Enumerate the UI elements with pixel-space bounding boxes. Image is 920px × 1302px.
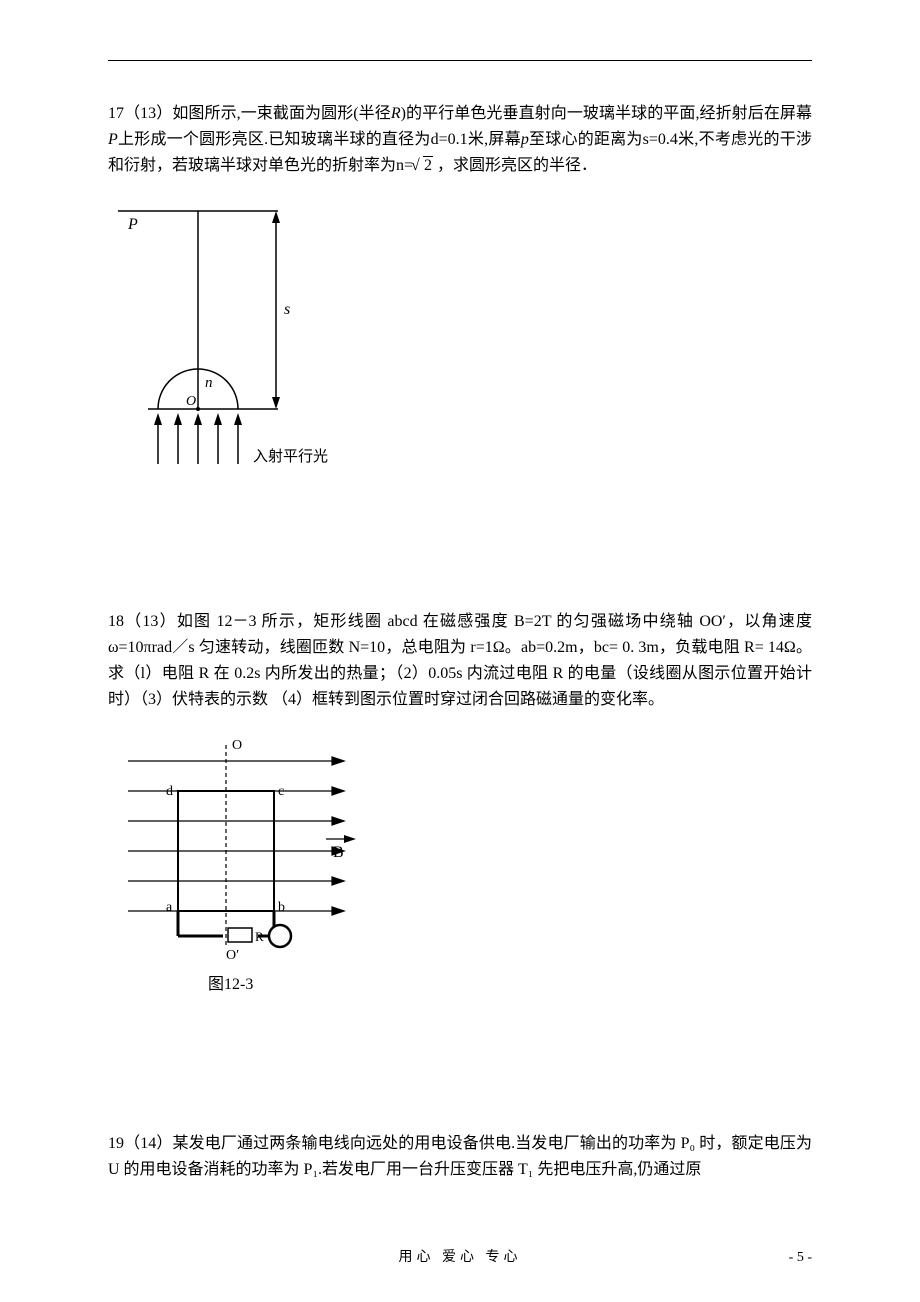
q17-points: （13） — [124, 105, 172, 122]
label-incident-light: 入射平行光 — [253, 448, 328, 465]
q18-number: 18 — [108, 613, 124, 630]
label-O: O — [186, 394, 196, 409]
q18-points: （13） — [124, 613, 177, 630]
label-P: P — [127, 216, 138, 233]
figure-18: B O O′ d c a b R 图12-3 — [108, 731, 368, 1011]
s-arrow-down — [272, 397, 280, 409]
q17-var-R: R — [391, 105, 401, 122]
page-footer: 用心 爱心 专心 - 5 - — [108, 1246, 812, 1266]
q17-text2: )的平行单色光垂直射向一玻璃半球的平面,经折射后在屏幕 — [401, 105, 812, 122]
footer-center-text: 用心 爱心 专心 — [108, 1246, 812, 1266]
figure-17: P s n O — [108, 189, 358, 489]
figure-17-svg: P s n O — [108, 189, 358, 489]
label-B: B — [333, 844, 344, 861]
q17-var-P1: P — [108, 131, 118, 148]
q19-text: 某发电厂通过两条输电线向远处的用电设备供电.当发电厂输出的功率为 P₀ 时，额定… — [108, 1135, 812, 1178]
s-arrow-up — [272, 211, 280, 223]
q17-var-p2: p — [521, 131, 529, 148]
label-O-top: O — [232, 738, 242, 753]
center-O-dot — [196, 407, 200, 411]
q17-text3: 上形成一个圆形亮区.已知玻璃半球的直径为d=0.1米,屏幕 — [118, 131, 521, 148]
label-c: c — [278, 784, 284, 799]
page-container: 17（13）如图所示,一束截面为圆形(半径R)的平行单色光垂直射向一玻璃半球的平… — [0, 0, 920, 1302]
gap-18-19 — [108, 1011, 812, 1131]
q17-text5: ，求圆形亮区的半径． — [433, 157, 597, 174]
q17-number: 17 — [108, 105, 124, 122]
q17-text1: 如图所示,一束截面为圆形(半径 — [172, 105, 391, 122]
voltmeter-circle — [269, 925, 291, 947]
question-19-text: 19（14）某发电厂通过两条输电线向远处的用电设备供电.当发电厂输出的功率为 P… — [108, 1131, 812, 1183]
figure-18-svg: B O O′ d c a b R 图12-3 — [108, 731, 368, 1011]
field-lines — [128, 757, 344, 915]
question-18-text: 18（13）如图 12－3 所示，矩形线圈 abcd 在磁感强度 B=2T 的匀… — [108, 609, 812, 713]
q19-number: 19 — [108, 1135, 124, 1152]
figure-18-caption: 图12-3 — [208, 976, 253, 993]
q17-sqrt-val: 2 — [423, 156, 433, 174]
sqrt-symbol: 2 — [413, 153, 433, 179]
resistor-R — [228, 928, 252, 942]
label-O-bottom: O′ — [226, 948, 239, 963]
label-R: R — [255, 929, 264, 944]
top-horizontal-rule — [108, 60, 812, 61]
label-a: a — [166, 900, 173, 915]
label-s: s — [284, 301, 290, 318]
footer-page-number: - 5 - — [789, 1250, 812, 1266]
gap-17-18 — [108, 489, 812, 609]
q18-text: 如图 12－3 所示，矩形线圈 abcd 在磁感强度 B=2T 的匀强磁场中绕轴… — [108, 613, 812, 708]
q19-points: （14） — [124, 1135, 173, 1152]
label-b: b — [278, 900, 285, 915]
B-vector-arrow — [344, 835, 356, 843]
incident-arrows — [154, 413, 242, 464]
label-d: d — [166, 784, 173, 799]
label-n: n — [205, 375, 213, 391]
question-17-text: 17（13）如图所示,一束截面为圆形(半径R)的平行单色光垂直射向一玻璃半球的平… — [108, 101, 812, 179]
